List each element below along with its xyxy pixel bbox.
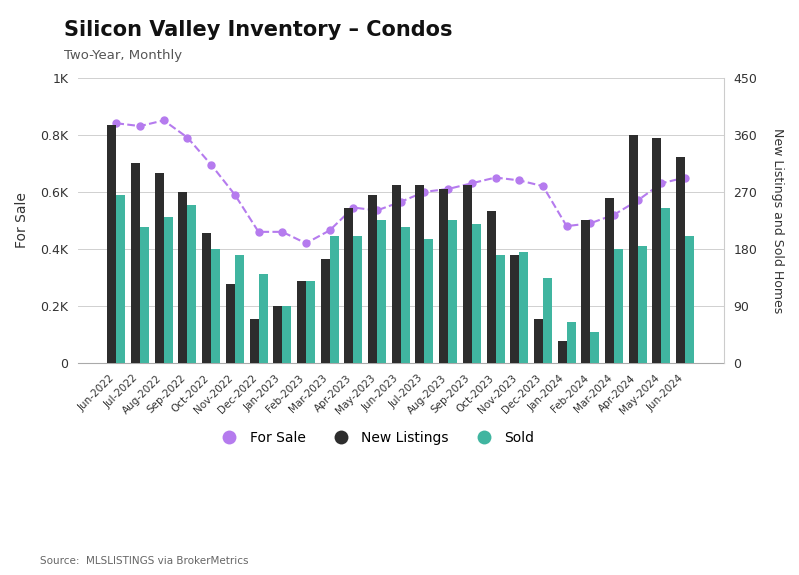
Bar <box>377 220 386 363</box>
Bar <box>140 227 149 363</box>
Y-axis label: For Sale: For Sale <box>15 193 29 248</box>
Bar <box>368 195 377 363</box>
Bar <box>605 198 614 363</box>
For Sale <box>586 220 595 227</box>
Bar <box>590 332 599 363</box>
For Sale <box>348 204 358 211</box>
Bar <box>164 217 173 363</box>
For Sale <box>301 240 311 247</box>
Bar <box>178 192 188 363</box>
For Sale <box>467 180 477 187</box>
Bar <box>534 319 543 363</box>
Bar <box>330 236 339 363</box>
For Sale <box>419 189 429 196</box>
Bar <box>558 341 566 363</box>
For Sale <box>633 197 642 204</box>
Bar <box>131 163 140 363</box>
Bar <box>686 236 694 363</box>
Bar <box>629 135 638 363</box>
Legend: For Sale, New Listings, Sold: For Sale, New Listings, Sold <box>210 426 540 451</box>
For Sale <box>562 223 571 229</box>
Text: Source:  MLSLISTINGS via BrokerMetrics: Source: MLSLISTINGS via BrokerMetrics <box>40 557 248 566</box>
Bar <box>235 255 244 363</box>
For Sale <box>277 228 287 235</box>
Bar <box>415 186 424 363</box>
Bar <box>424 239 433 363</box>
For Sale <box>372 207 382 214</box>
For Sale <box>183 134 193 141</box>
Bar <box>676 157 686 363</box>
Bar <box>614 249 623 363</box>
Bar <box>107 125 117 363</box>
For Sale <box>610 211 619 218</box>
Bar <box>582 220 590 363</box>
Bar <box>226 284 235 363</box>
Bar <box>472 224 481 363</box>
Bar <box>662 208 670 363</box>
For Sale <box>681 174 690 181</box>
Bar <box>282 306 291 363</box>
Bar <box>249 319 259 363</box>
For Sale <box>135 122 145 129</box>
Bar <box>392 186 401 363</box>
Bar <box>297 281 306 363</box>
Bar <box>511 255 519 363</box>
Bar <box>188 205 197 363</box>
For Sale <box>515 177 524 184</box>
Bar <box>401 227 410 363</box>
Bar <box>344 208 353 363</box>
For Sale <box>657 180 666 187</box>
For Sale <box>159 117 169 124</box>
Bar <box>259 274 268 363</box>
Bar <box>566 322 575 363</box>
Bar <box>653 138 662 363</box>
Bar <box>638 246 646 363</box>
Line: For Sale: For Sale <box>113 117 689 247</box>
Bar <box>306 281 315 363</box>
Bar <box>273 306 282 363</box>
Bar <box>211 249 221 363</box>
Bar <box>495 255 504 363</box>
For Sale <box>325 227 335 234</box>
For Sale <box>396 198 406 205</box>
For Sale <box>206 161 216 168</box>
Bar <box>519 252 528 363</box>
Bar <box>353 236 362 363</box>
For Sale <box>112 120 121 126</box>
Bar <box>155 172 164 363</box>
Bar <box>487 211 495 363</box>
Bar <box>320 259 330 363</box>
Bar <box>463 186 472 363</box>
Bar <box>439 189 448 363</box>
For Sale <box>230 191 240 198</box>
Text: Two-Year, Monthly: Two-Year, Monthly <box>64 49 182 62</box>
Bar <box>117 195 125 363</box>
For Sale <box>491 174 500 181</box>
Bar <box>448 220 457 363</box>
For Sale <box>254 228 264 235</box>
Bar <box>543 278 552 363</box>
Text: Silicon Valley Inventory – Condos: Silicon Valley Inventory – Condos <box>64 20 452 40</box>
For Sale <box>539 183 548 190</box>
For Sale <box>443 186 453 193</box>
Bar <box>202 233 211 363</box>
Y-axis label: New Listings and Sold Homes: New Listings and Sold Homes <box>771 128 784 313</box>
